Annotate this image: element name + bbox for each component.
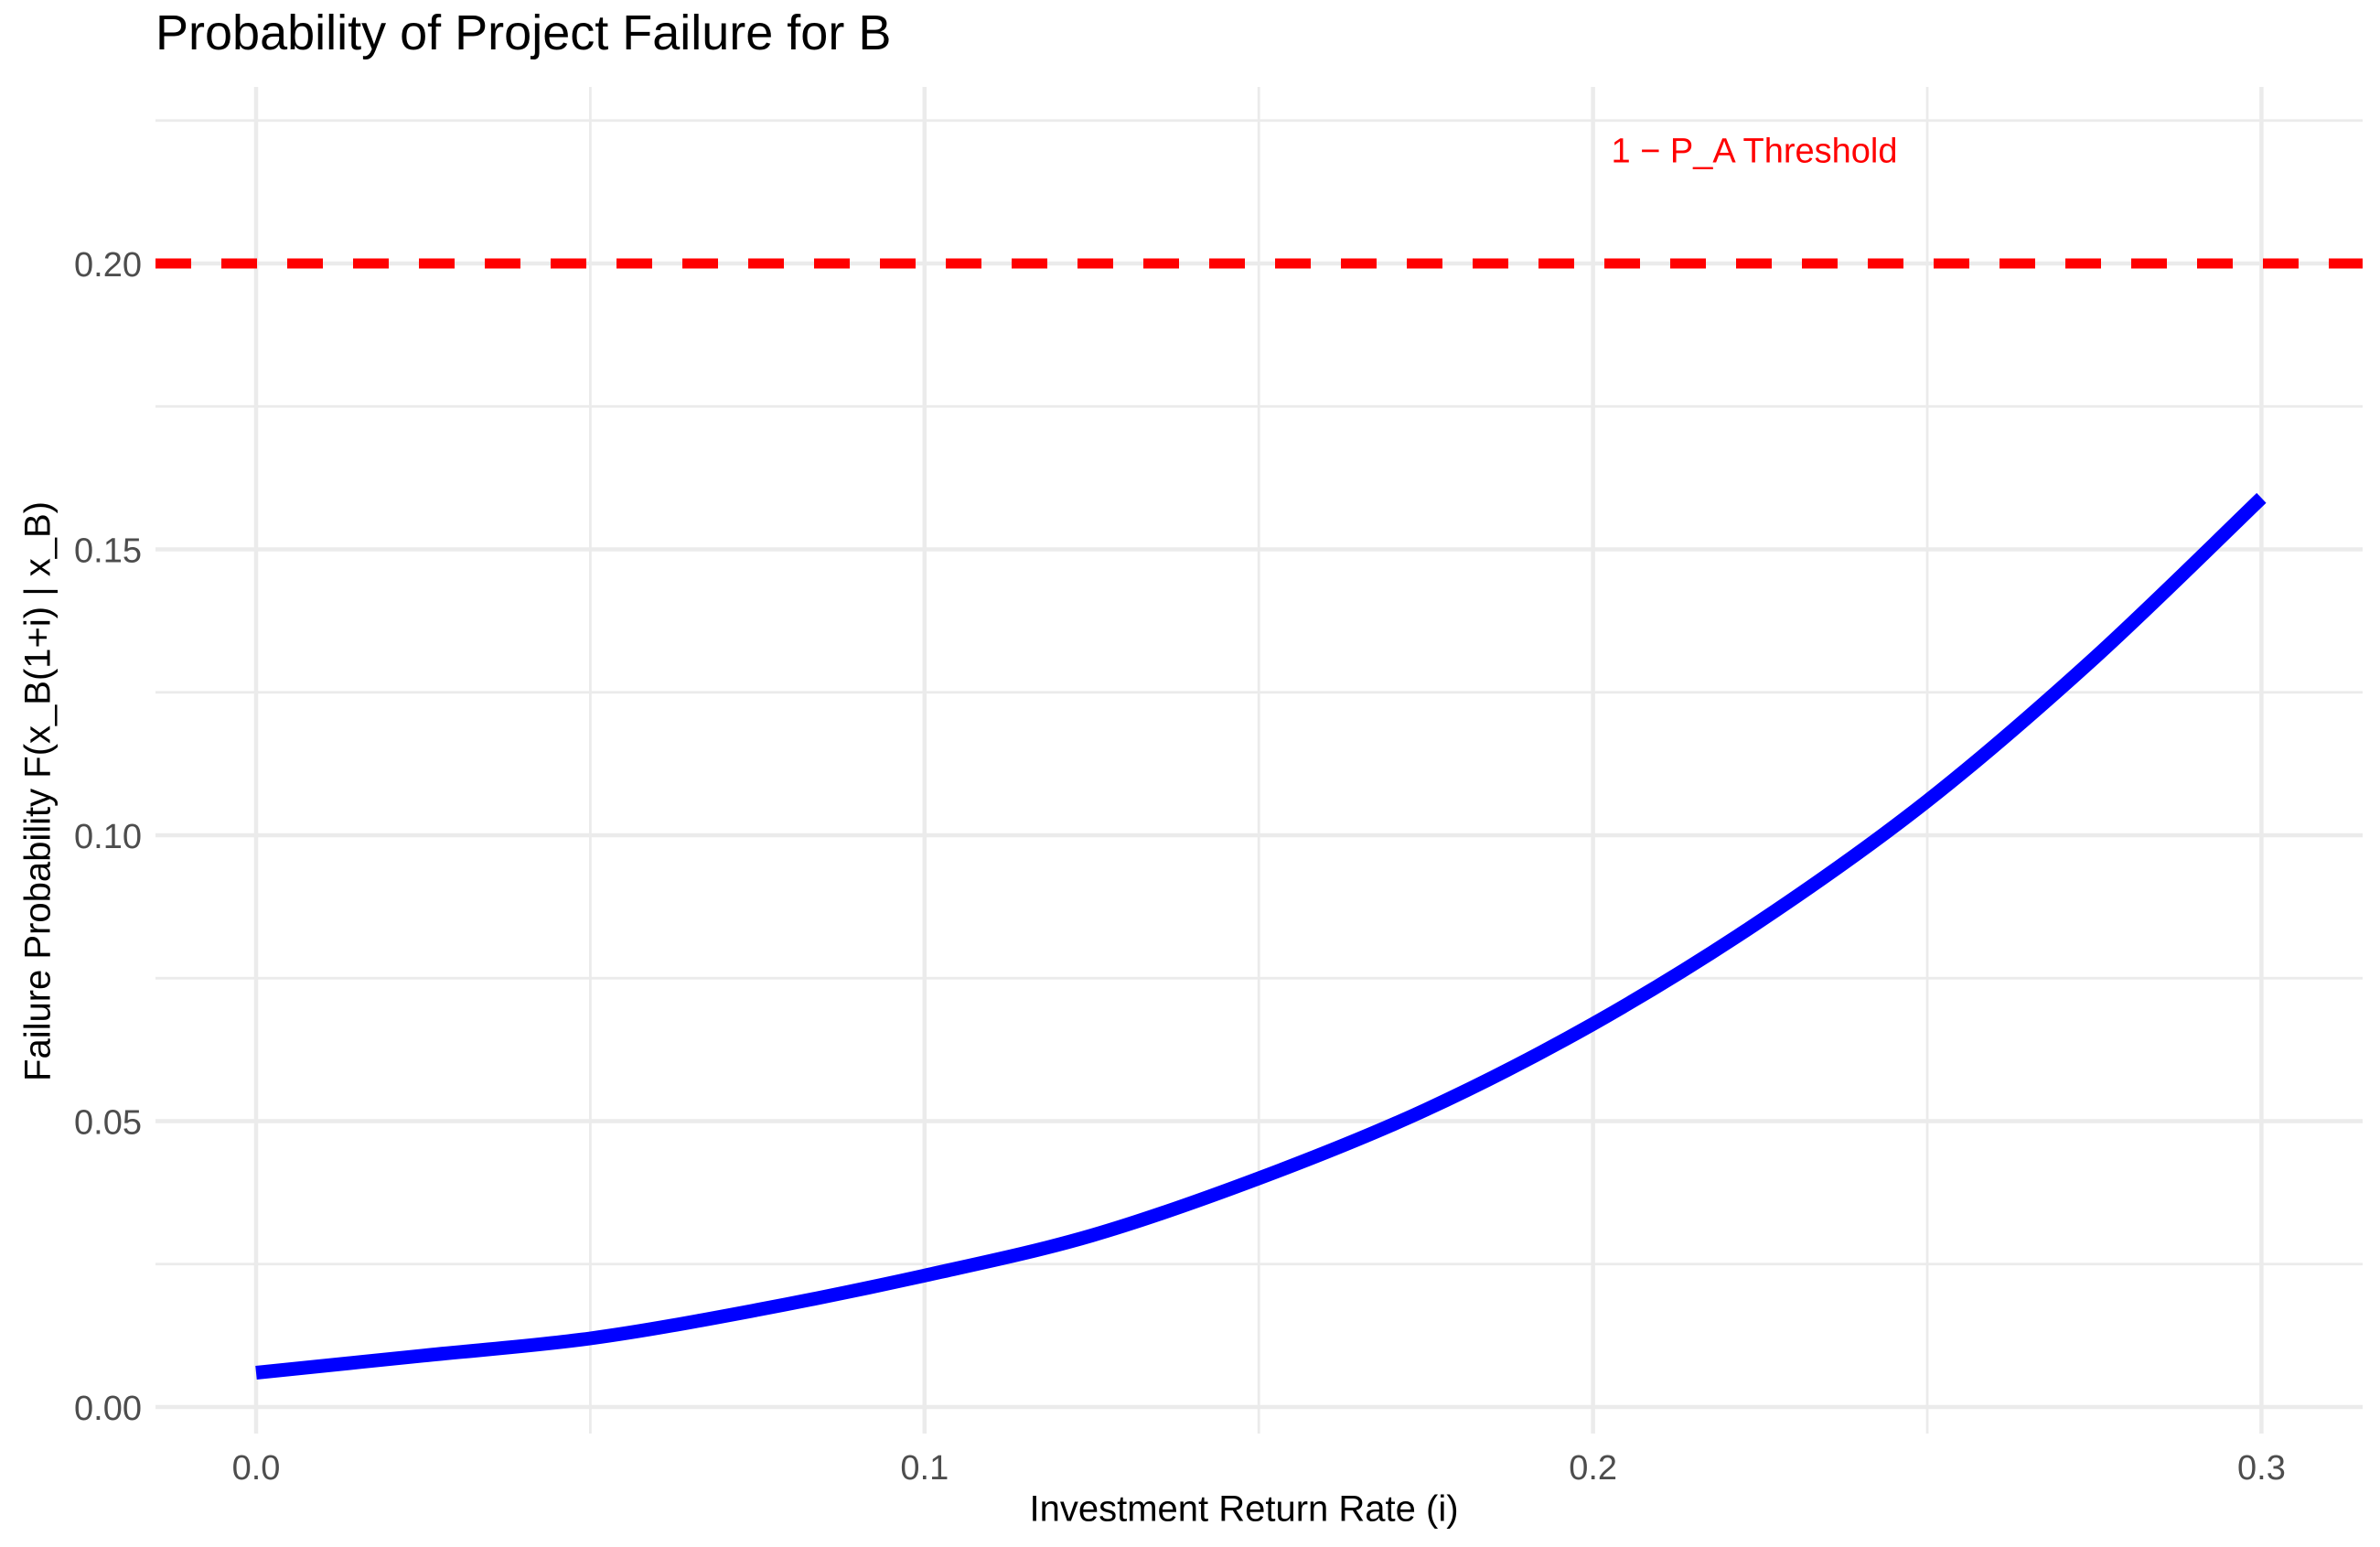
chart-title: Probability of Project Failure for B	[155, 5, 892, 60]
failure-curve	[255, 492, 2267, 1380]
x-tick-label: 0.2	[1569, 1449, 1617, 1488]
x-tick-label: 0.1	[900, 1449, 949, 1488]
y-tick-label: 0.00	[74, 1390, 142, 1428]
y-axis-title: Failure Probability F(x_B(1+i) | x_B)	[17, 501, 59, 1081]
y-tick-label: 0.10	[74, 818, 142, 856]
x-tick-label: 0.3	[2237, 1449, 2286, 1488]
y-tick-label: 0.15	[74, 532, 142, 571]
x-tick-label: 0.0	[232, 1449, 281, 1488]
y-tick-label: 0.05	[74, 1104, 142, 1143]
y-tick-label: 0.20	[74, 246, 142, 285]
threshold-annotation: 1 − P_A Threshold	[1611, 132, 1898, 171]
x-axis-title: Investment Return Rate (i)	[1029, 1488, 1459, 1530]
